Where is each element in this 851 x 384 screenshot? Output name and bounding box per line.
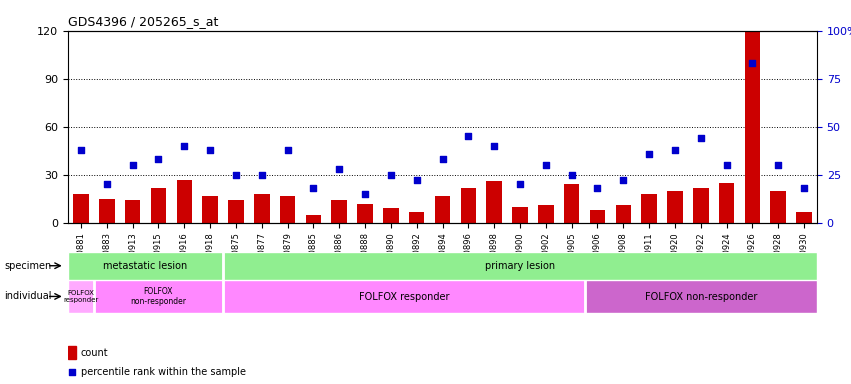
Text: count: count bbox=[81, 348, 108, 358]
Bar bbox=[745, 31, 760, 223]
Point bbox=[255, 172, 269, 178]
Point bbox=[229, 172, 243, 178]
Bar bbox=[203, 195, 218, 223]
Text: FOLFOX responder: FOLFOX responder bbox=[358, 291, 449, 302]
Point bbox=[100, 181, 114, 187]
Bar bbox=[512, 207, 528, 223]
Bar bbox=[94, 280, 223, 313]
Bar bbox=[280, 195, 295, 223]
Bar bbox=[306, 215, 321, 223]
Point bbox=[333, 166, 346, 172]
Point bbox=[565, 172, 579, 178]
Bar bbox=[332, 200, 347, 223]
Text: primary lesion: primary lesion bbox=[485, 261, 555, 271]
Point bbox=[74, 147, 88, 153]
Bar bbox=[223, 252, 817, 280]
Point bbox=[720, 162, 734, 168]
Text: FOLFOX non-responder: FOLFOX non-responder bbox=[644, 291, 757, 302]
Point bbox=[771, 162, 785, 168]
Point bbox=[281, 147, 294, 153]
Bar bbox=[68, 252, 223, 280]
Point bbox=[591, 185, 604, 191]
Bar bbox=[667, 191, 683, 223]
Bar bbox=[68, 280, 94, 313]
Text: percentile rank within the sample: percentile rank within the sample bbox=[81, 367, 246, 377]
Bar bbox=[125, 200, 140, 223]
Bar bbox=[435, 195, 450, 223]
Text: GDS4396 / 205265_s_at: GDS4396 / 205265_s_at bbox=[68, 15, 219, 28]
Point bbox=[797, 185, 811, 191]
Point bbox=[513, 181, 527, 187]
Bar bbox=[176, 180, 192, 223]
Point bbox=[410, 177, 424, 184]
Point bbox=[539, 162, 552, 168]
Text: FOLFOX
responder: FOLFOX responder bbox=[63, 290, 99, 303]
Bar bbox=[254, 194, 270, 223]
Text: metastatic lesion: metastatic lesion bbox=[104, 261, 188, 271]
Point bbox=[745, 60, 759, 66]
Point bbox=[616, 177, 630, 184]
Bar bbox=[564, 184, 580, 223]
Bar bbox=[223, 280, 585, 313]
Point bbox=[306, 185, 320, 191]
Bar bbox=[538, 205, 553, 223]
Bar bbox=[99, 199, 115, 223]
Bar bbox=[615, 205, 631, 223]
Bar bbox=[228, 200, 243, 223]
Point bbox=[384, 172, 397, 178]
Point bbox=[203, 147, 217, 153]
Bar bbox=[693, 187, 709, 223]
Point bbox=[151, 156, 165, 162]
Bar bbox=[642, 194, 657, 223]
Bar bbox=[357, 204, 373, 223]
Point bbox=[643, 151, 656, 157]
Point bbox=[178, 143, 191, 149]
Point bbox=[65, 369, 78, 375]
Point bbox=[488, 143, 501, 149]
Bar bbox=[73, 194, 89, 223]
Point bbox=[358, 191, 372, 197]
Bar bbox=[590, 210, 605, 223]
Text: FOLFOX
non-responder: FOLFOX non-responder bbox=[130, 287, 186, 306]
Point bbox=[694, 135, 707, 141]
Point bbox=[126, 162, 140, 168]
Bar bbox=[68, 346, 76, 359]
Bar bbox=[770, 191, 786, 223]
Bar bbox=[151, 187, 166, 223]
Bar bbox=[797, 212, 812, 223]
Text: specimen: specimen bbox=[4, 261, 52, 271]
Text: individual: individual bbox=[4, 291, 52, 301]
Bar bbox=[383, 208, 398, 223]
Bar bbox=[487, 181, 502, 223]
Bar bbox=[585, 280, 817, 313]
Point bbox=[668, 147, 682, 153]
Bar bbox=[460, 187, 476, 223]
Point bbox=[436, 156, 449, 162]
Bar bbox=[719, 183, 734, 223]
Bar bbox=[409, 212, 425, 223]
Point bbox=[461, 133, 475, 139]
